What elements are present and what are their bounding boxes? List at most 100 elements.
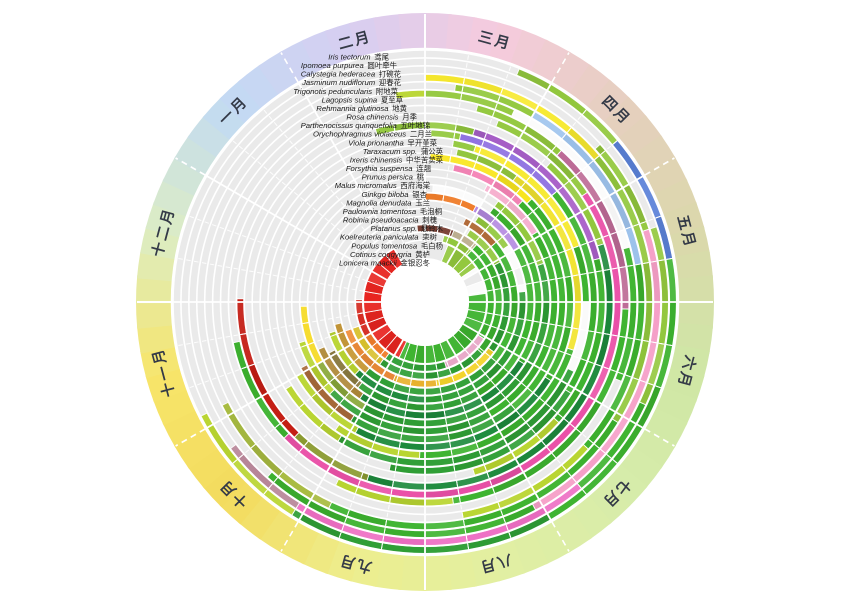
month-ring-segment	[162, 156, 206, 196]
species-ring-rosa-chinensis	[232, 119, 622, 499]
month-divider	[280, 521, 299, 552]
phenophase-cell	[412, 363, 426, 372]
month-ring-segment	[670, 225, 710, 260]
species-ring-parthenocissus-quinquefolia	[236, 161, 614, 491]
month-gridline	[298, 338, 405, 521]
month-gridline	[445, 338, 552, 521]
month-ring-segment	[467, 547, 502, 587]
phenophase-cell	[424, 363, 438, 372]
species-label: Malus micromalus 西府海棠	[335, 181, 431, 190]
month-ring-segment	[135, 275, 173, 304]
species-label: Ginkgo biloba 银杏	[362, 190, 428, 199]
month-gridline	[206, 175, 389, 282]
month-ring-segment	[219, 79, 263, 124]
species-label: Magnolia denudata 玉兰	[346, 198, 430, 207]
phenophase-cell	[486, 289, 495, 303]
radial-grid	[137, 14, 713, 590]
month-ring-segment	[258, 509, 300, 554]
month-ring-segment	[550, 509, 592, 554]
species-label: Viola prionantha 早开堇菜	[348, 138, 437, 147]
month-divider	[175, 157, 206, 176]
month-ring-segment	[135, 300, 173, 329]
month-ring-segment	[373, 13, 405, 53]
month-gridline	[445, 83, 552, 266]
month-ring-segment	[445, 13, 477, 53]
month-ring-segment	[674, 250, 714, 282]
month-ring-segment	[510, 29, 549, 73]
month-ring-segment	[632, 135, 677, 177]
species-label: Iris tectorum 鸢尾	[328, 53, 389, 62]
month-ring-segment	[618, 446, 663, 489]
month-ring-segment	[603, 464, 648, 508]
species-label: Populus tomentosa 毛白杨	[351, 241, 443, 250]
species-label: Prunus persica 桃	[362, 173, 425, 182]
month-ring-segment	[603, 96, 648, 140]
month-ring-segment	[136, 250, 176, 282]
species-label: Ixeris chinensis 中华苦荬菜	[350, 155, 444, 164]
species-label: Rehmannia glutinosa 地黄	[316, 104, 407, 113]
species-label: Lagopsis supina 夏至草	[322, 95, 403, 104]
month-divider	[280, 52, 299, 83]
month-ring-segment	[238, 495, 281, 540]
species-ring-ixeris-chinensis	[334, 148, 582, 459]
phenophase-cell	[424, 379, 438, 388]
month-ring-segment	[632, 427, 677, 469]
species-label: Ipomoea purpurea 圆叶牵牛	[301, 61, 398, 70]
phenophase-cell	[486, 301, 495, 315]
month-ring-segment	[202, 96, 247, 140]
month-ring-segment	[618, 115, 663, 158]
species-ring-jasminum-nudiflorum	[221, 73, 654, 531]
species-ring-trigonotis-peduncularis	[454, 83, 646, 519]
phenophase-cell	[388, 463, 397, 473]
month-divider	[175, 428, 206, 447]
species-ring-viola-prionantha	[388, 129, 598, 475]
month-divider	[644, 428, 675, 447]
species-label: Parthenocissus quinquefolia 五叶地锦	[301, 121, 430, 130]
month-ring-segment	[677, 300, 715, 329]
month-ring-segment	[373, 551, 405, 591]
center-disc	[382, 259, 468, 345]
month-ring-segment	[187, 115, 232, 158]
month-ring-segment	[654, 387, 698, 426]
month-ring-segment	[348, 17, 383, 58]
month-ring-segment	[187, 446, 232, 489]
species-label: Paulownia tomentosa 毛泡桐	[343, 207, 442, 216]
species-label: Lonicera maackii 金银忍冬	[339, 258, 431, 267]
month-ring-segment	[152, 178, 196, 217]
species-label: Robinia pseudoacacia 刺槐	[343, 216, 438, 225]
species-label: Taraxacum spp. 蒲公英	[363, 147, 444, 156]
species-ring-ginkgo-biloba	[299, 200, 551, 428]
month-ring-segment	[398, 554, 427, 592]
month-ring-segment	[587, 480, 631, 525]
month-gridline	[461, 175, 644, 282]
month-ring-segment	[531, 39, 571, 83]
month-divider	[644, 157, 675, 176]
month-gridline	[206, 322, 389, 429]
species-label: Cotinus coggygria 黄栌	[350, 250, 430, 259]
month-ring-segment	[279, 521, 319, 565]
month-ring-segment	[398, 12, 427, 50]
month-ring-segment	[136, 322, 176, 354]
phenophase-cell	[518, 290, 527, 303]
month-ring-segment	[238, 64, 281, 109]
month-divider	[551, 52, 570, 83]
month-ring-segment	[569, 64, 612, 109]
phenophase-cell	[355, 301, 364, 315]
species-label: Rosa chinensis 月季	[346, 113, 417, 122]
month-ring-segment	[423, 554, 452, 592]
month-ring-segment	[202, 464, 247, 508]
species-label: Trigonotis peduncularis 附地菜	[293, 87, 398, 96]
month-ring-segment	[587, 79, 631, 124]
month-ring-segment	[258, 50, 300, 95]
month-ring-segment	[674, 322, 714, 354]
month-ring-segment	[677, 275, 715, 304]
species-label: Jasminum nudiflorum 迎春花	[301, 78, 402, 87]
month-divider	[551, 521, 570, 552]
month-ring-segment	[140, 344, 180, 379]
month-ring	[135, 12, 715, 592]
month-ring-segment	[423, 12, 452, 50]
species-label: Orychophragmus violaceus 二月兰	[313, 130, 432, 139]
